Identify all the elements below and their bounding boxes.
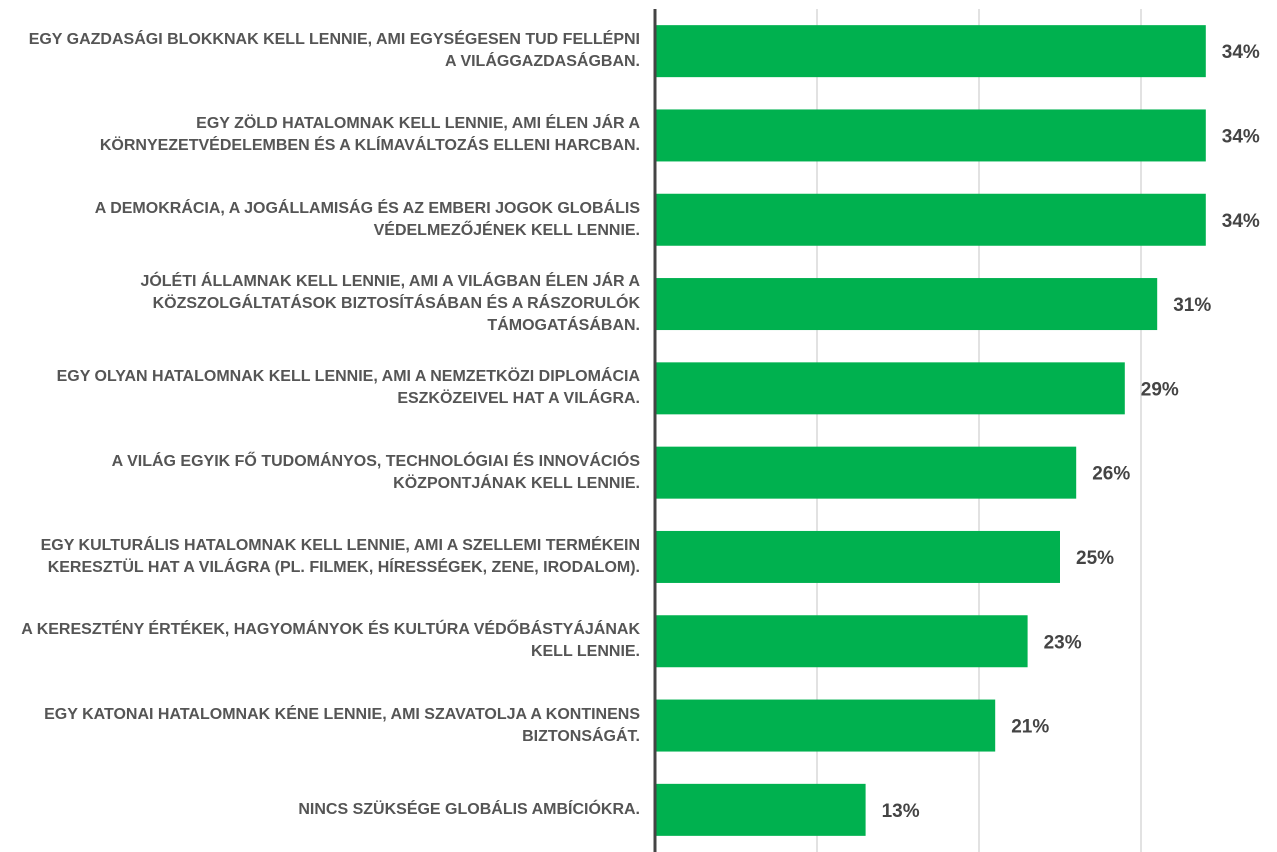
value-label: 29% [1141, 379, 1179, 400]
value-label: 34% [1222, 42, 1260, 63]
bar [655, 362, 1125, 415]
category-label: A KERESZTÉNY ÉRTÉKEK, HAGYOMÁNYOK ÉS KUL… [21, 621, 640, 661]
category-label: NINCS SZÜKSÉGE GLOBÁLIS AMBÍCIÓKRA. [298, 800, 640, 818]
value-label: 23% [1044, 632, 1082, 653]
value-label: 34% [1222, 126, 1260, 147]
bar [655, 615, 1028, 668]
bar [655, 446, 1077, 499]
bar [655, 109, 1206, 162]
value-label: 34% [1222, 211, 1260, 232]
category-label: A DEMOKRÁCIA, A JOGÁLLAMISÁG ÉS AZ EMBER… [94, 199, 640, 239]
category-label: EGY KULTURÁLIS HATALOMNAK KELL LENNIE, A… [40, 536, 640, 576]
category-label: EGY OLYAN HATALOMNAK KELL LENNIE, AMI A … [56, 368, 640, 408]
category-label: EGY KATONAI HATALOMNAK KÉNE LENNIE, AMI … [44, 705, 640, 745]
category-label: A VILÁG EGYIK FŐ TUDOMÁNYOS, TECHNOLÓGIA… [111, 452, 640, 492]
bar [655, 278, 1158, 331]
category-label: JÓLÉTI ÁLLAMNAK KELL LENNIE, AMI A VILÁG… [140, 273, 640, 335]
value-label: 21% [1011, 717, 1049, 738]
bar [655, 783, 866, 836]
value-label: 31% [1173, 295, 1211, 316]
bar [655, 699, 996, 752]
bar [655, 530, 1060, 583]
value-label: 25% [1076, 548, 1114, 569]
bar [655, 193, 1206, 246]
value-label: 26% [1092, 464, 1130, 485]
value-label: 13% [882, 801, 920, 822]
category-label: EGY ZÖLD HATALOMNAK KELL LENNIE, AMI ÉLE… [99, 115, 640, 155]
category-label: EGY GAZDASÁGI BLOKKNAK KELL LENNIE, AMI … [28, 31, 640, 71]
bar [655, 25, 1206, 78]
